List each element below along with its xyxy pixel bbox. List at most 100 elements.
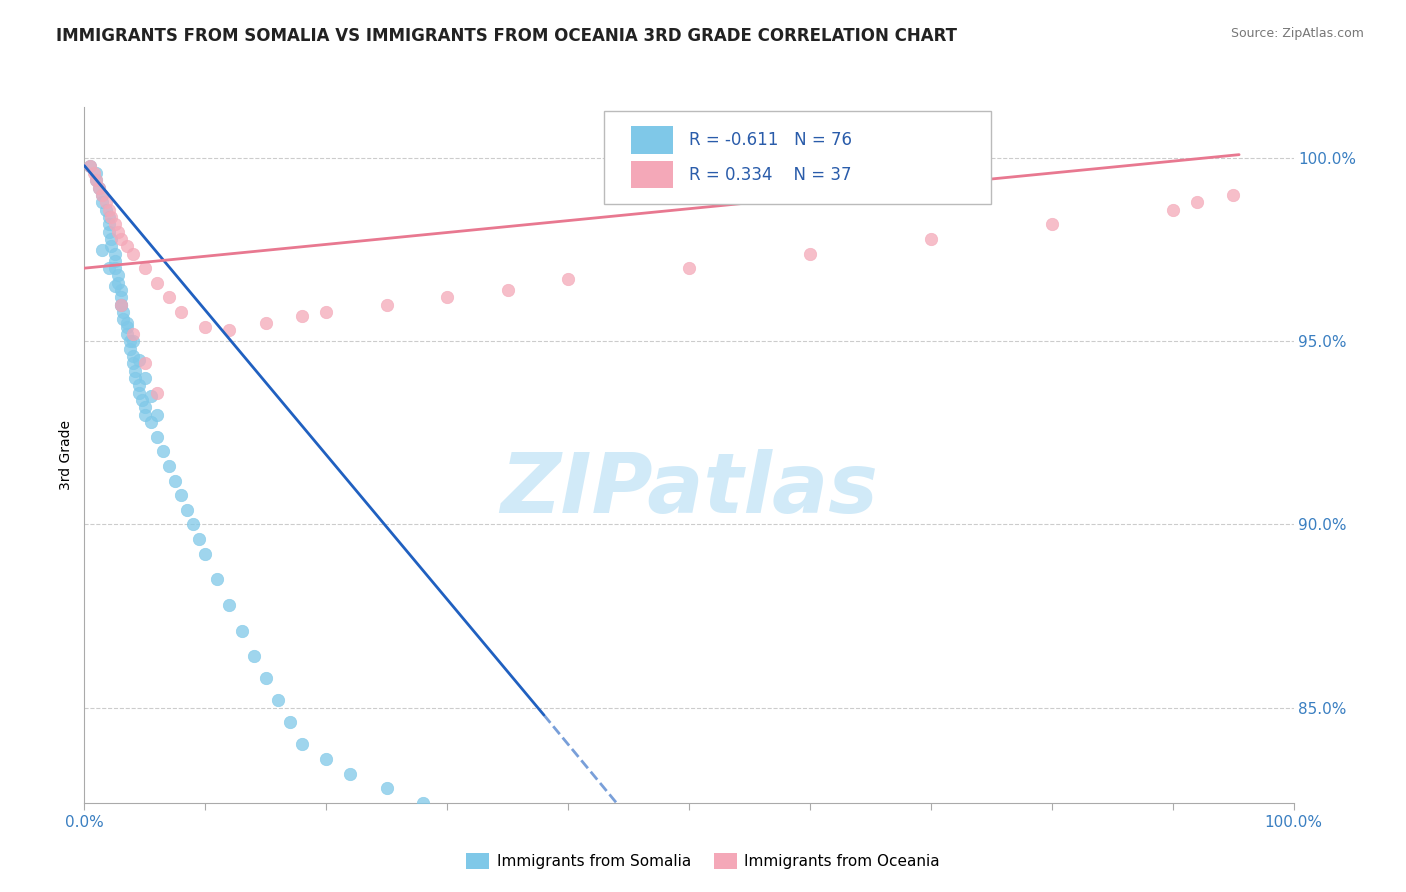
Point	[176, 503, 198, 517]
Point	[79, 159, 101, 173]
Point	[128, 378, 150, 392]
Point	[104, 261, 127, 276]
Point	[146, 429, 169, 443]
Point	[617, 884, 640, 892]
Point	[139, 389, 162, 403]
Text: R = -0.611   N = 76: R = -0.611 N = 76	[689, 131, 852, 149]
Point	[170, 305, 193, 319]
Legend: Immigrants from Somalia, Immigrants from Oceania: Immigrants from Somalia, Immigrants from…	[460, 847, 946, 875]
Point	[128, 385, 150, 400]
Point	[170, 488, 193, 502]
Point	[120, 342, 142, 356]
Point	[254, 671, 277, 685]
Point	[131, 392, 153, 407]
Point	[104, 279, 127, 293]
Point	[97, 217, 120, 231]
Point	[97, 225, 120, 239]
Point	[79, 159, 101, 173]
Point	[97, 202, 120, 217]
Text: IMMIGRANTS FROM SOMALIA VS IMMIGRANTS FROM OCEANIA 3RD GRADE CORRELATION CHART: IMMIGRANTS FROM SOMALIA VS IMMIGRANTS FR…	[56, 27, 957, 45]
Point	[218, 598, 240, 612]
Point	[146, 276, 169, 290]
Point	[115, 239, 138, 253]
Point	[254, 316, 277, 330]
Point	[134, 261, 156, 276]
Point	[315, 752, 337, 766]
Point	[107, 225, 129, 239]
Point	[121, 334, 143, 349]
Point	[104, 217, 127, 231]
Point	[112, 305, 135, 319]
Point	[157, 290, 180, 304]
Point	[128, 352, 150, 367]
Point	[231, 624, 253, 638]
Point	[115, 327, 138, 342]
Point	[291, 309, 314, 323]
Point	[194, 319, 217, 334]
Point	[121, 327, 143, 342]
Text: R = 0.334    N = 37: R = 0.334 N = 37	[689, 166, 852, 184]
Point	[87, 180, 110, 194]
Point	[91, 188, 114, 202]
Point	[97, 210, 120, 224]
Point	[110, 232, 132, 246]
Point	[375, 298, 398, 312]
Point	[1185, 195, 1208, 210]
Point	[87, 180, 110, 194]
Point	[920, 232, 942, 246]
Text: ZIPatlas: ZIPatlas	[501, 450, 877, 530]
Point	[124, 364, 146, 378]
Point	[134, 401, 156, 415]
Point	[100, 210, 122, 224]
Point	[134, 356, 156, 370]
Point	[242, 649, 264, 664]
Point	[315, 305, 337, 319]
Point	[110, 283, 132, 297]
Point	[112, 312, 135, 326]
Point	[291, 737, 314, 751]
Point	[134, 371, 156, 385]
Point	[557, 272, 579, 286]
Point	[799, 246, 821, 260]
Point	[181, 517, 204, 532]
Point	[83, 166, 105, 180]
Point	[581, 876, 603, 890]
Point	[194, 547, 217, 561]
Point	[104, 253, 127, 268]
Point	[1222, 188, 1244, 202]
Point	[110, 298, 132, 312]
Point	[121, 246, 143, 260]
Point	[146, 385, 169, 400]
Point	[152, 444, 174, 458]
Point	[104, 246, 127, 260]
Point	[557, 865, 579, 880]
Point	[110, 298, 132, 312]
Y-axis label: 3rd Grade: 3rd Grade	[59, 420, 73, 490]
Point	[100, 239, 122, 253]
Point	[86, 173, 108, 187]
Point	[86, 173, 108, 187]
Point	[375, 781, 398, 796]
Point	[267, 693, 290, 707]
Point	[1161, 202, 1184, 217]
Point	[436, 290, 458, 304]
Point	[436, 810, 458, 824]
Point	[496, 283, 519, 297]
Point	[94, 195, 117, 210]
Point	[100, 232, 122, 246]
Point	[678, 261, 700, 276]
Point	[121, 356, 143, 370]
Point	[496, 839, 519, 854]
FancyBboxPatch shape	[605, 111, 991, 204]
Point	[460, 825, 482, 839]
Point	[278, 715, 301, 730]
Point	[94, 202, 117, 217]
Point	[86, 166, 108, 180]
Point	[339, 766, 361, 780]
Point	[1040, 217, 1063, 231]
Point	[124, 371, 146, 385]
Point	[412, 796, 434, 810]
Point	[533, 855, 555, 869]
Point	[110, 298, 132, 312]
FancyBboxPatch shape	[631, 126, 673, 153]
